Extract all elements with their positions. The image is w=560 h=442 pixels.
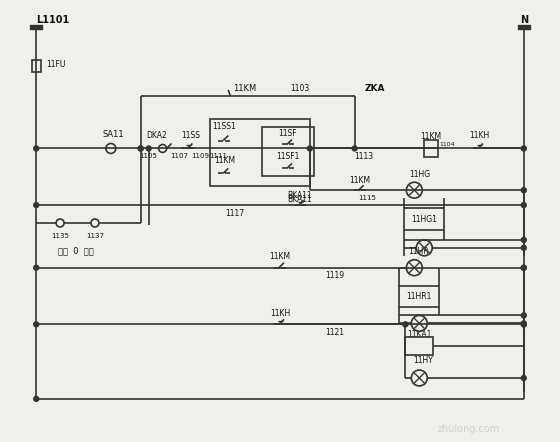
Circle shape: [403, 322, 408, 327]
Text: 1103: 1103: [290, 84, 310, 93]
Text: 11HR: 11HR: [408, 248, 428, 256]
Circle shape: [307, 146, 312, 151]
Text: 11HR1: 11HR1: [407, 292, 432, 301]
Circle shape: [34, 265, 39, 270]
Text: 11KM: 11KM: [421, 132, 442, 141]
Circle shape: [138, 146, 143, 151]
Circle shape: [521, 265, 526, 270]
Circle shape: [521, 202, 526, 208]
Text: L1101: L1101: [36, 15, 69, 25]
Circle shape: [146, 146, 151, 151]
Circle shape: [521, 188, 526, 193]
Text: 11HY: 11HY: [413, 356, 433, 365]
Text: 1105: 1105: [139, 153, 157, 160]
Text: 1111: 1111: [209, 153, 227, 160]
Circle shape: [521, 322, 526, 327]
Text: 11KM: 11KM: [349, 176, 370, 185]
Bar: [211, 118, 310, 186]
Bar: [399, 286, 439, 308]
Text: 1107: 1107: [170, 153, 189, 160]
Text: 11HG: 11HG: [409, 170, 430, 179]
Circle shape: [34, 202, 39, 208]
Bar: [32, 60, 41, 72]
Text: 11KM: 11KM: [234, 84, 257, 93]
Text: 1109: 1109: [192, 153, 209, 160]
Circle shape: [34, 322, 39, 327]
Circle shape: [352, 146, 357, 151]
Text: 1104: 1104: [439, 142, 455, 147]
Text: 1117: 1117: [226, 209, 245, 217]
Text: 11HG1: 11HG1: [412, 214, 437, 224]
Text: 1119: 1119: [325, 271, 344, 280]
Circle shape: [34, 396, 39, 401]
Text: 1135: 1135: [51, 233, 69, 239]
Text: 11KA1: 11KA1: [407, 330, 432, 339]
Text: ZKA: ZKA: [364, 84, 385, 93]
Text: 手动  0  自动: 手动 0 自动: [58, 246, 94, 255]
Text: 11KH: 11KH: [469, 131, 489, 140]
Text: 11SS1: 11SS1: [212, 122, 236, 131]
Circle shape: [521, 237, 526, 242]
Text: 1137: 1137: [86, 233, 104, 239]
Text: 1121: 1121: [325, 328, 344, 337]
Text: zhulong.com: zhulong.com: [438, 424, 500, 434]
Circle shape: [521, 376, 526, 381]
Text: N: N: [520, 15, 528, 25]
Text: 11KM: 11KM: [214, 156, 235, 165]
Circle shape: [138, 146, 143, 151]
Text: 11KH: 11KH: [270, 309, 290, 318]
Text: 11SF: 11SF: [279, 129, 297, 138]
Circle shape: [521, 265, 526, 270]
Circle shape: [521, 322, 526, 327]
Text: 1113: 1113: [354, 152, 373, 161]
Text: 11FU: 11FU: [46, 61, 66, 69]
Text: 11KM: 11KM: [269, 252, 291, 261]
Text: BKA11: BKA11: [287, 194, 312, 204]
Circle shape: [521, 321, 526, 326]
Text: BKA11: BKA11: [287, 191, 312, 200]
Text: 11SF1: 11SF1: [276, 152, 300, 161]
Bar: [424, 140, 438, 157]
Circle shape: [521, 313, 526, 318]
Bar: [404, 208, 444, 230]
Circle shape: [34, 146, 39, 151]
Text: SA11: SA11: [102, 130, 124, 139]
Bar: [405, 337, 433, 355]
Bar: [262, 126, 314, 176]
Text: 11SS: 11SS: [181, 131, 200, 140]
Text: 1115: 1115: [358, 195, 376, 201]
Circle shape: [521, 245, 526, 250]
Text: DKA2: DKA2: [146, 131, 167, 140]
Circle shape: [521, 146, 526, 151]
